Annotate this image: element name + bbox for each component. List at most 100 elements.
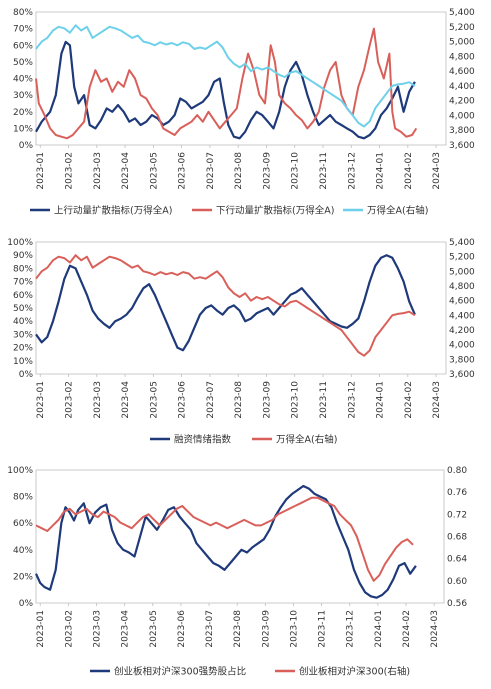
- y-right-tick-label: 5,400: [449, 238, 475, 248]
- y-left-tick-label: 50%: [13, 304, 33, 314]
- x-tick-label: 2023-11: [319, 381, 329, 419]
- legend-label-2: 下行动量扩散指标(万得全A): [216, 205, 334, 217]
- chart-3-svg: 0% 20% 40% 60% 80% 100% 0.56 0.60 0.64 0.68 0.72 0.…: [7, 466, 467, 678]
- plot-area: [35, 469, 445, 604]
- x-tick-label: 2023-02: [65, 381, 75, 419]
- y-right-tick-label: 5,000: [449, 38, 475, 48]
- series-line-1: [34, 484, 417, 599]
- y-left-tick-label: 30%: [13, 330, 33, 340]
- y-right-tick-label: 0.76: [447, 488, 467, 498]
- chart-panel-2: 0% 10% 20% 30% 40% 50% 60% 70% 80% 90% 100% 3,600 3,…: [0, 228, 491, 453]
- x-tick-label: 2023-10: [291, 381, 301, 419]
- y-right-tick-label: 3,800: [449, 355, 475, 365]
- x-tick-label: 2023-12: [347, 381, 357, 419]
- chart-panel-1: 0% 10% 20% 30% 40% 50% 60% 70% 80% 3,600 3,800 4,00…: [0, 0, 491, 225]
- x-tick-label: 2023-08: [234, 381, 244, 419]
- y-right-tick-label: 4,000: [449, 341, 475, 351]
- y-right-tick-label: 5,000: [449, 267, 475, 277]
- x-tick-label: 2023-07: [206, 152, 216, 190]
- legend-label-2: 万得全A(右轴): [276, 434, 337, 446]
- x-tick-label: 2023-04: [121, 381, 131, 419]
- y-left-tick-label: 40%: [13, 75, 33, 85]
- x-tick-label: 2023-09: [261, 610, 271, 648]
- x-tick-label: 2023-04: [121, 152, 131, 190]
- y-left-tick-label: 60%: [13, 519, 33, 529]
- chart-panel-3: 0% 20% 40% 60% 80% 100% 0.56 0.60 0.64 0.68 0.72 0.…: [0, 456, 491, 686]
- x-tick-label: 2023-02: [64, 610, 74, 648]
- x-tick-label: 2023-11: [318, 610, 328, 648]
- y-right-tick-label: 3,600: [449, 370, 475, 380]
- chart-2-svg: 0% 10% 20% 30% 40% 50% 60% 70% 80% 90% 100% 3,600 3,…: [7, 238, 475, 446]
- legend-label-1: 上行动量扩散指标(万得全A): [54, 205, 172, 217]
- x-tick-label: 2023-09: [262, 381, 272, 419]
- y-left-tick-label: 20%: [13, 344, 33, 354]
- y-right-tick-label: 4,600: [449, 67, 475, 77]
- x-tick-label: 2023-07: [206, 381, 216, 419]
- x-tick-label: 2024-01: [376, 152, 386, 190]
- y-left-tick-label: 60%: [13, 291, 33, 301]
- y-left-tick-label: 0%: [19, 370, 34, 380]
- y-right-tick-label: 4,400: [449, 311, 475, 321]
- x-tick-label: 2024-01: [376, 381, 386, 419]
- x-tick-label: 2024-02: [404, 381, 414, 419]
- y-left-tick-label: 70%: [13, 25, 33, 35]
- y-left-tick-label: 40%: [13, 317, 33, 327]
- y-left-tick-label: 50%: [13, 58, 33, 68]
- x-tick-label: 2023-06: [177, 610, 187, 648]
- legend-label-1: 融资情绪指数: [174, 434, 232, 446]
- y-left-tick-label: 100%: [7, 466, 33, 476]
- y-left-tick-label: 90%: [13, 251, 33, 261]
- x-tick-label: 2023-02: [65, 152, 75, 190]
- legend-label-1: 创业板相对沪深300强势股占比: [114, 666, 246, 678]
- y-left-tick-label: 30%: [13, 91, 33, 101]
- x-tick-label: 2023-10: [291, 152, 301, 190]
- x-tick-label: 2023-10: [289, 610, 299, 648]
- x-tick-label: 2023-09: [262, 152, 272, 190]
- y-right-tick-label: 4,800: [449, 52, 475, 62]
- x-tick-label: 2024-03: [432, 152, 442, 190]
- x-tick-label: 2023-06: [178, 152, 188, 190]
- y-left-tick-label: 0%: [19, 599, 34, 609]
- y-right-tick-label: 3,600: [449, 141, 475, 151]
- y-right-tick-label: 5,200: [449, 23, 475, 33]
- y-right-tick-label: 0.72: [447, 510, 467, 520]
- x-tick-label: 2024-02: [404, 152, 414, 190]
- x-tick-label: 2023-05: [149, 610, 159, 648]
- y-right-tick-label: 4,400: [449, 82, 475, 92]
- series-line-3: [35, 24, 416, 128]
- x-tick-label: 2023-11: [319, 152, 329, 190]
- y-left-tick-label: 20%: [13, 572, 33, 582]
- plot-area: [35, 241, 447, 375]
- series-line-1: [35, 254, 416, 352]
- series-line-1: [35, 40, 416, 140]
- x-tick-label: 2023-03: [93, 381, 103, 419]
- y-left-tick-label: 10%: [13, 357, 33, 367]
- x-tick-label: 2023-08: [234, 152, 244, 190]
- x-tick-label: 2023-06: [178, 381, 188, 419]
- y-right-tick-label: 0.60: [447, 577, 467, 587]
- series-line-2: [35, 254, 416, 357]
- x-tick-label: 2023-04: [121, 610, 131, 648]
- y-right-tick-label: 5,400: [449, 8, 475, 18]
- x-tick-label: 2024-03: [430, 610, 440, 648]
- y-right-tick-label: 0.64: [447, 555, 467, 565]
- legend-label-3: 万得全A(右轴): [367, 205, 428, 217]
- y-right-tick-label: 4,600: [449, 297, 475, 307]
- x-tick-label: 2023-12: [346, 610, 356, 648]
- x-tick-label: 2023-07: [205, 610, 215, 648]
- y-right-tick-label: 4,800: [449, 282, 475, 292]
- x-tick-label: 2024-01: [374, 610, 384, 648]
- x-tick-label: 2023-05: [149, 381, 159, 419]
- x-tick-label: 2024-03: [432, 381, 442, 419]
- y-right-tick-label: 0.68: [447, 533, 467, 543]
- series-line-2: [35, 27, 418, 140]
- y-right-tick-label: 4,200: [449, 326, 475, 336]
- y-left-tick-label: 80%: [13, 493, 33, 503]
- x-tick-label: 2023-01: [36, 152, 46, 190]
- x-tick-label: 2023-12: [347, 152, 357, 190]
- y-left-tick-label: 80%: [13, 8, 33, 18]
- y-left-tick-label: 70%: [13, 278, 33, 288]
- y-right-tick-label: 0.80: [447, 466, 467, 476]
- y-left-tick-label: 80%: [13, 264, 33, 274]
- x-tick-label: 2023-03: [92, 610, 102, 648]
